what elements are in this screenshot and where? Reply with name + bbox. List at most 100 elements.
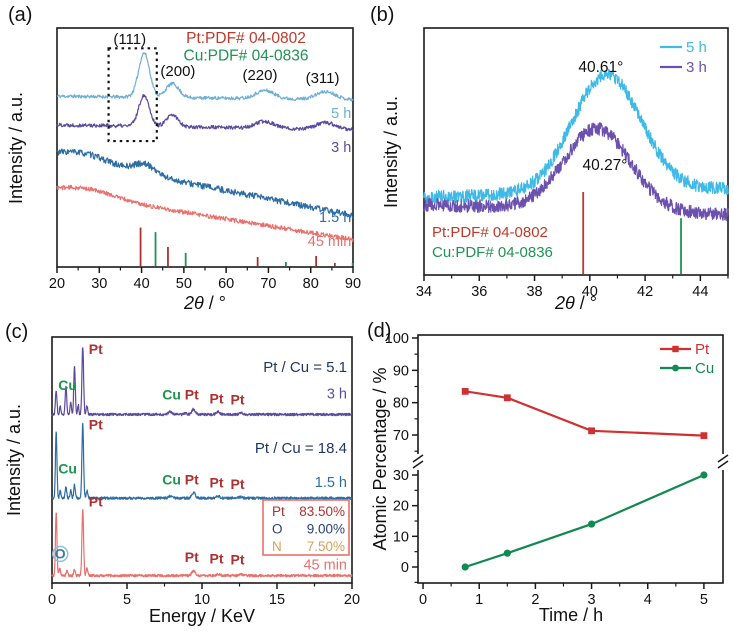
x-tick-label: 34 [416, 284, 432, 300]
element-label-Pt: Pt [185, 549, 199, 565]
x-axis-label: Time / h [539, 605, 603, 625]
y-axis-label: Atomic Percentage / % [370, 367, 390, 550]
panel-c: (c) 0 5 10 15 20 Energy / KeV Intensity / a.u.… [0, 320, 367, 641]
x-axis-label: Energy / KeV [149, 606, 255, 626]
curve-label-45-min: 45 min [308, 234, 352, 250]
ratio-label: Pt / Cu = 5.1 [263, 359, 347, 376]
reference-sticks [582, 192, 682, 274]
element-label-Pt: Pt [185, 472, 199, 488]
x-tick-label: 30 [91, 276, 107, 292]
element-label-Pt: Pt [210, 475, 224, 491]
series-45-min [56, 184, 354, 243]
x-axis: 34 36 38 40 42 44 [416, 275, 729, 300]
axis-break-slash [412, 454, 424, 463]
y-tick-label: 0 [401, 560, 409, 576]
pdf-label: Cu:PDF# 04-0836 [432, 244, 553, 261]
x-tick-label: 90 [345, 276, 361, 292]
data-point-Pt [503, 394, 511, 402]
series-3-h [423, 122, 729, 222]
x-tick-label: 0 [419, 592, 427, 608]
element-label-Cu: Cu [58, 461, 77, 477]
panel-d-chart: 0 1 2 3 4 5 Time / h Atomic Percentage / % 70 80 9… [370, 331, 729, 625]
inset-element: O [272, 522, 283, 537]
curve-label-5-h: 5 h [331, 106, 351, 122]
axis-break-gap [721, 454, 725, 470]
spectrum-name-label: 3 h [327, 387, 347, 403]
legend-marker-circle [672, 364, 679, 372]
curve-label-1.5-h: 1.5 h [319, 210, 351, 226]
element-label-Pt: Pt [210, 550, 224, 566]
axis-break-slash [412, 460, 424, 469]
series-line-Cu [464, 473, 705, 569]
dashed-highlight-box [107, 47, 158, 143]
y-tick-label: 20 [393, 499, 409, 515]
panel-a-chart: 20 30 40 50 60 70 80 90 2θ / ° Intensity / a.u. 5 … [6, 27, 361, 313]
spectrum-45-min [51, 508, 353, 578]
x-tick-label: 5 [123, 592, 131, 608]
plot-frame [423, 27, 729, 276]
element-label-Pt: Pt [89, 494, 103, 510]
inset-value: 9.00% [307, 522, 345, 537]
element-label-Cu: Cu [162, 387, 181, 403]
y-tick-label: 90 [393, 363, 409, 379]
element-label-O: O [55, 545, 66, 561]
inset-element: Pt [272, 504, 285, 519]
series-5-h [56, 52, 354, 102]
series-3-h [56, 94, 354, 132]
x-tick-label: 40 [582, 284, 598, 300]
legend-marker-square [672, 345, 679, 353]
spectrum-name-label: 1.5 h [315, 475, 347, 491]
x-tick-label: 4 [644, 592, 652, 608]
x-tick-label: 50 [176, 276, 192, 292]
data-point-Pt [588, 427, 595, 435]
composition-inset-box [262, 499, 350, 556]
x-tick-label: 42 [637, 284, 653, 300]
oxygen-circle [52, 545, 69, 563]
ratio-label: Pt / Cu = 18.4 [255, 440, 347, 457]
panel-d-label: (d) [367, 320, 392, 342]
x-tick-label: 2 [531, 592, 539, 608]
annotation: 40.27° [583, 157, 628, 174]
peak-label: (311) [306, 70, 340, 87]
x-tick-label: 80 [303, 276, 319, 292]
reference-sticks [139, 227, 354, 266]
panel-b-label: (b) [370, 4, 395, 26]
inset-value: 7.50% [307, 539, 345, 554]
element-label-Cu: Cu [162, 472, 181, 488]
x-axis-label: 2θ / ° [183, 293, 226, 313]
element-label-Pt: Pt [231, 552, 245, 568]
data-point-Pt [700, 432, 708, 440]
plot-frame [417, 334, 724, 584]
data-point-Pt [461, 387, 469, 395]
y-tick-label: 70 [393, 428, 409, 444]
spectrum-3-h [51, 347, 353, 417]
inset-value: 83.50% [299, 504, 345, 519]
legend-label: 5 h [686, 39, 707, 56]
data-point-Cu [461, 563, 469, 571]
pdf-label: Pt:PDF# 04-0802 [432, 224, 548, 241]
data-point-Cu [587, 520, 596, 528]
x-tick-label: 15 [269, 592, 285, 608]
x-axis: 0 1 2 3 4 5 [419, 583, 708, 608]
y-axis-label: Intensity / a.u. [6, 92, 26, 204]
y-axis-label: Intensity / a.u. [4, 404, 24, 516]
x-tick-label: 40 [134, 276, 150, 292]
panel-a-label: (a) [8, 4, 33, 26]
x-tick-label: 60 [218, 276, 234, 292]
element-label-Pt: Pt [231, 392, 245, 408]
x-tick-label: 0 [48, 592, 56, 608]
panel-b: (b) 34 36 38 40 42 44 2θ / ° Intensity / a.u. 40… [367, 0, 734, 320]
panel-b-chart: 34 36 38 40 42 44 2θ / ° Intensity / a.u. 40.61°… [381, 27, 729, 313]
y-axis-label: Intensity / a.u. [381, 96, 401, 208]
axis-break-gap [416, 454, 420, 470]
axis-break-slash [717, 454, 729, 463]
x-tick-label: 36 [471, 284, 487, 300]
spectrum-name-label: 45 min [303, 557, 347, 573]
series-1.5-h [56, 148, 354, 219]
element-label-Pt: Pt [231, 476, 245, 492]
element-label-Pt: Pt [185, 387, 199, 403]
annotation: 40.61° [578, 59, 623, 76]
legend-label: Pt [695, 341, 710, 358]
y-tick-label: 80 [393, 396, 409, 412]
